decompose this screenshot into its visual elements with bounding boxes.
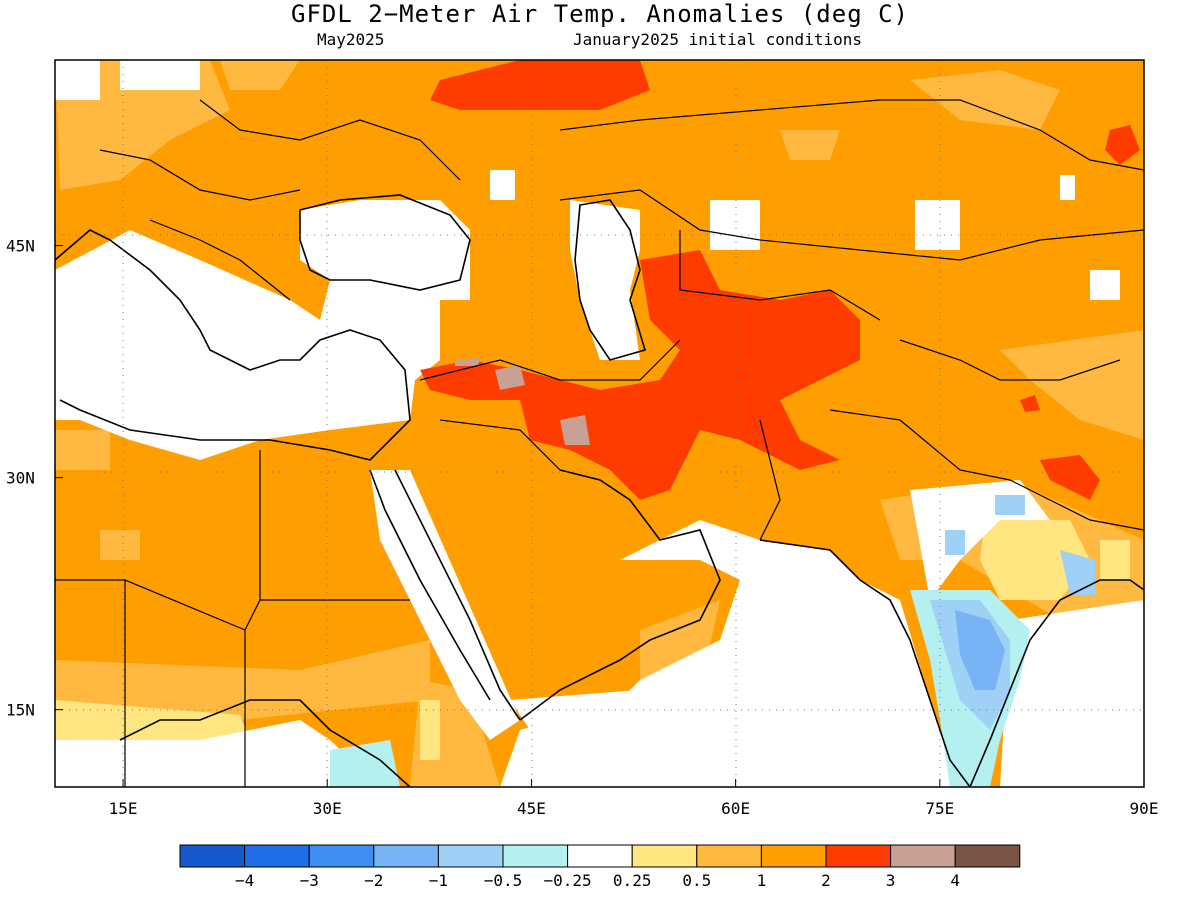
map-title: GFDL 2−Meter Air Temp. Anomalies (deg C) xyxy=(291,0,909,28)
legend-swatch xyxy=(954,844,1021,868)
legend-label: 2 xyxy=(821,871,831,890)
legend-swatch xyxy=(696,844,762,868)
legend-swatch xyxy=(825,844,892,868)
coastlines xyxy=(55,194,1144,787)
legend-label: 3 xyxy=(886,871,896,890)
legend-swatch xyxy=(567,844,633,868)
y-tick-label: 45N xyxy=(6,237,35,256)
map-plot-area xyxy=(55,60,1144,787)
legend-swatch xyxy=(308,844,375,868)
map-frame xyxy=(54,59,1145,788)
legend-label: 1 xyxy=(757,871,767,890)
y-tick-label: 30N xyxy=(6,469,35,488)
valid-month: May2025 xyxy=(317,30,385,49)
x-tick-label: 45E xyxy=(517,799,546,818)
anomaly-negative-india xyxy=(330,495,1095,787)
x-tick-label: 75E xyxy=(925,799,954,818)
legend-label: −0.5 xyxy=(484,871,523,890)
legend-swatch xyxy=(179,844,246,868)
anomaly-2-3 xyxy=(420,60,1140,500)
legend-swatch xyxy=(890,844,956,868)
legend-label: 0.25 xyxy=(613,871,652,890)
legend-label: −3 xyxy=(300,871,319,890)
anomaly-neutral xyxy=(55,60,1144,787)
legend-label: −0.25 xyxy=(544,871,592,890)
country-borders xyxy=(55,99,1144,787)
legend-swatch xyxy=(631,844,698,868)
legend-swatch xyxy=(373,844,439,868)
legend-swatch xyxy=(760,844,827,868)
initial-conditions: January2025 initial conditions xyxy=(573,30,862,49)
legend-swatch xyxy=(244,844,310,868)
x-tick-label: 60E xyxy=(721,799,750,818)
x-axis: 15E 30E 45E 60E 75E 90E xyxy=(109,779,1159,818)
legend-swatch xyxy=(502,844,569,868)
legend-label: −1 xyxy=(429,871,448,890)
color-legend: −4 −3 −2 −1 −0.5 −0.25 0.25 0.5 1 2 3 4 xyxy=(179,844,1021,890)
anomaly-3-4 xyxy=(455,358,590,445)
legend-label: 0.5 xyxy=(682,871,711,890)
legend-label: 4 xyxy=(950,871,960,890)
y-axis: 45N 30N 15N xyxy=(6,237,63,720)
legend-swatch xyxy=(437,844,504,868)
x-tick-label: 15E xyxy=(109,799,138,818)
legend-label: −2 xyxy=(364,871,383,890)
y-tick-label: 15N xyxy=(6,701,35,720)
x-tick-label: 90E xyxy=(1130,799,1159,818)
legend-label: −4 xyxy=(235,871,254,890)
x-tick-label: 30E xyxy=(313,799,342,818)
